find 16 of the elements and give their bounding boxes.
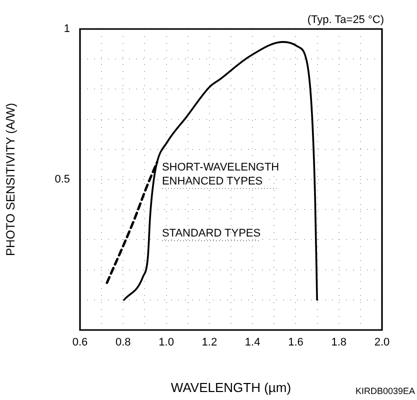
series-label: SHORT-WAVELENGTH ENHANCED TYPES [162, 161, 280, 188]
y-tick-label: 1 [64, 23, 70, 36]
x-tick-label: 2.0 [374, 336, 390, 349]
x-axis-title: WAVELENGTH (µm) [170, 380, 292, 395]
text: (Typ. Ta=25 °C) [307, 14, 384, 26]
y-axis-title: PHOTO SENSITIVITY (A/W) [4, 103, 18, 256]
x-tick-label: 1.8 [331, 336, 347, 349]
x-tick-label: 1.4 [244, 336, 260, 349]
x-tick-label: 1.6 [288, 336, 304, 349]
series-label: STANDARD TYPES [162, 228, 261, 240]
x-tick-label: 0.6 [72, 336, 88, 349]
x-tick-label: 1.2 [202, 336, 218, 349]
x-tick-label: 1.0 [158, 336, 174, 349]
x-tick-label: 0.8 [115, 336, 131, 349]
y-tick-label: 0.5 [54, 174, 70, 186]
text: KIRDB0039EA [355, 386, 415, 396]
